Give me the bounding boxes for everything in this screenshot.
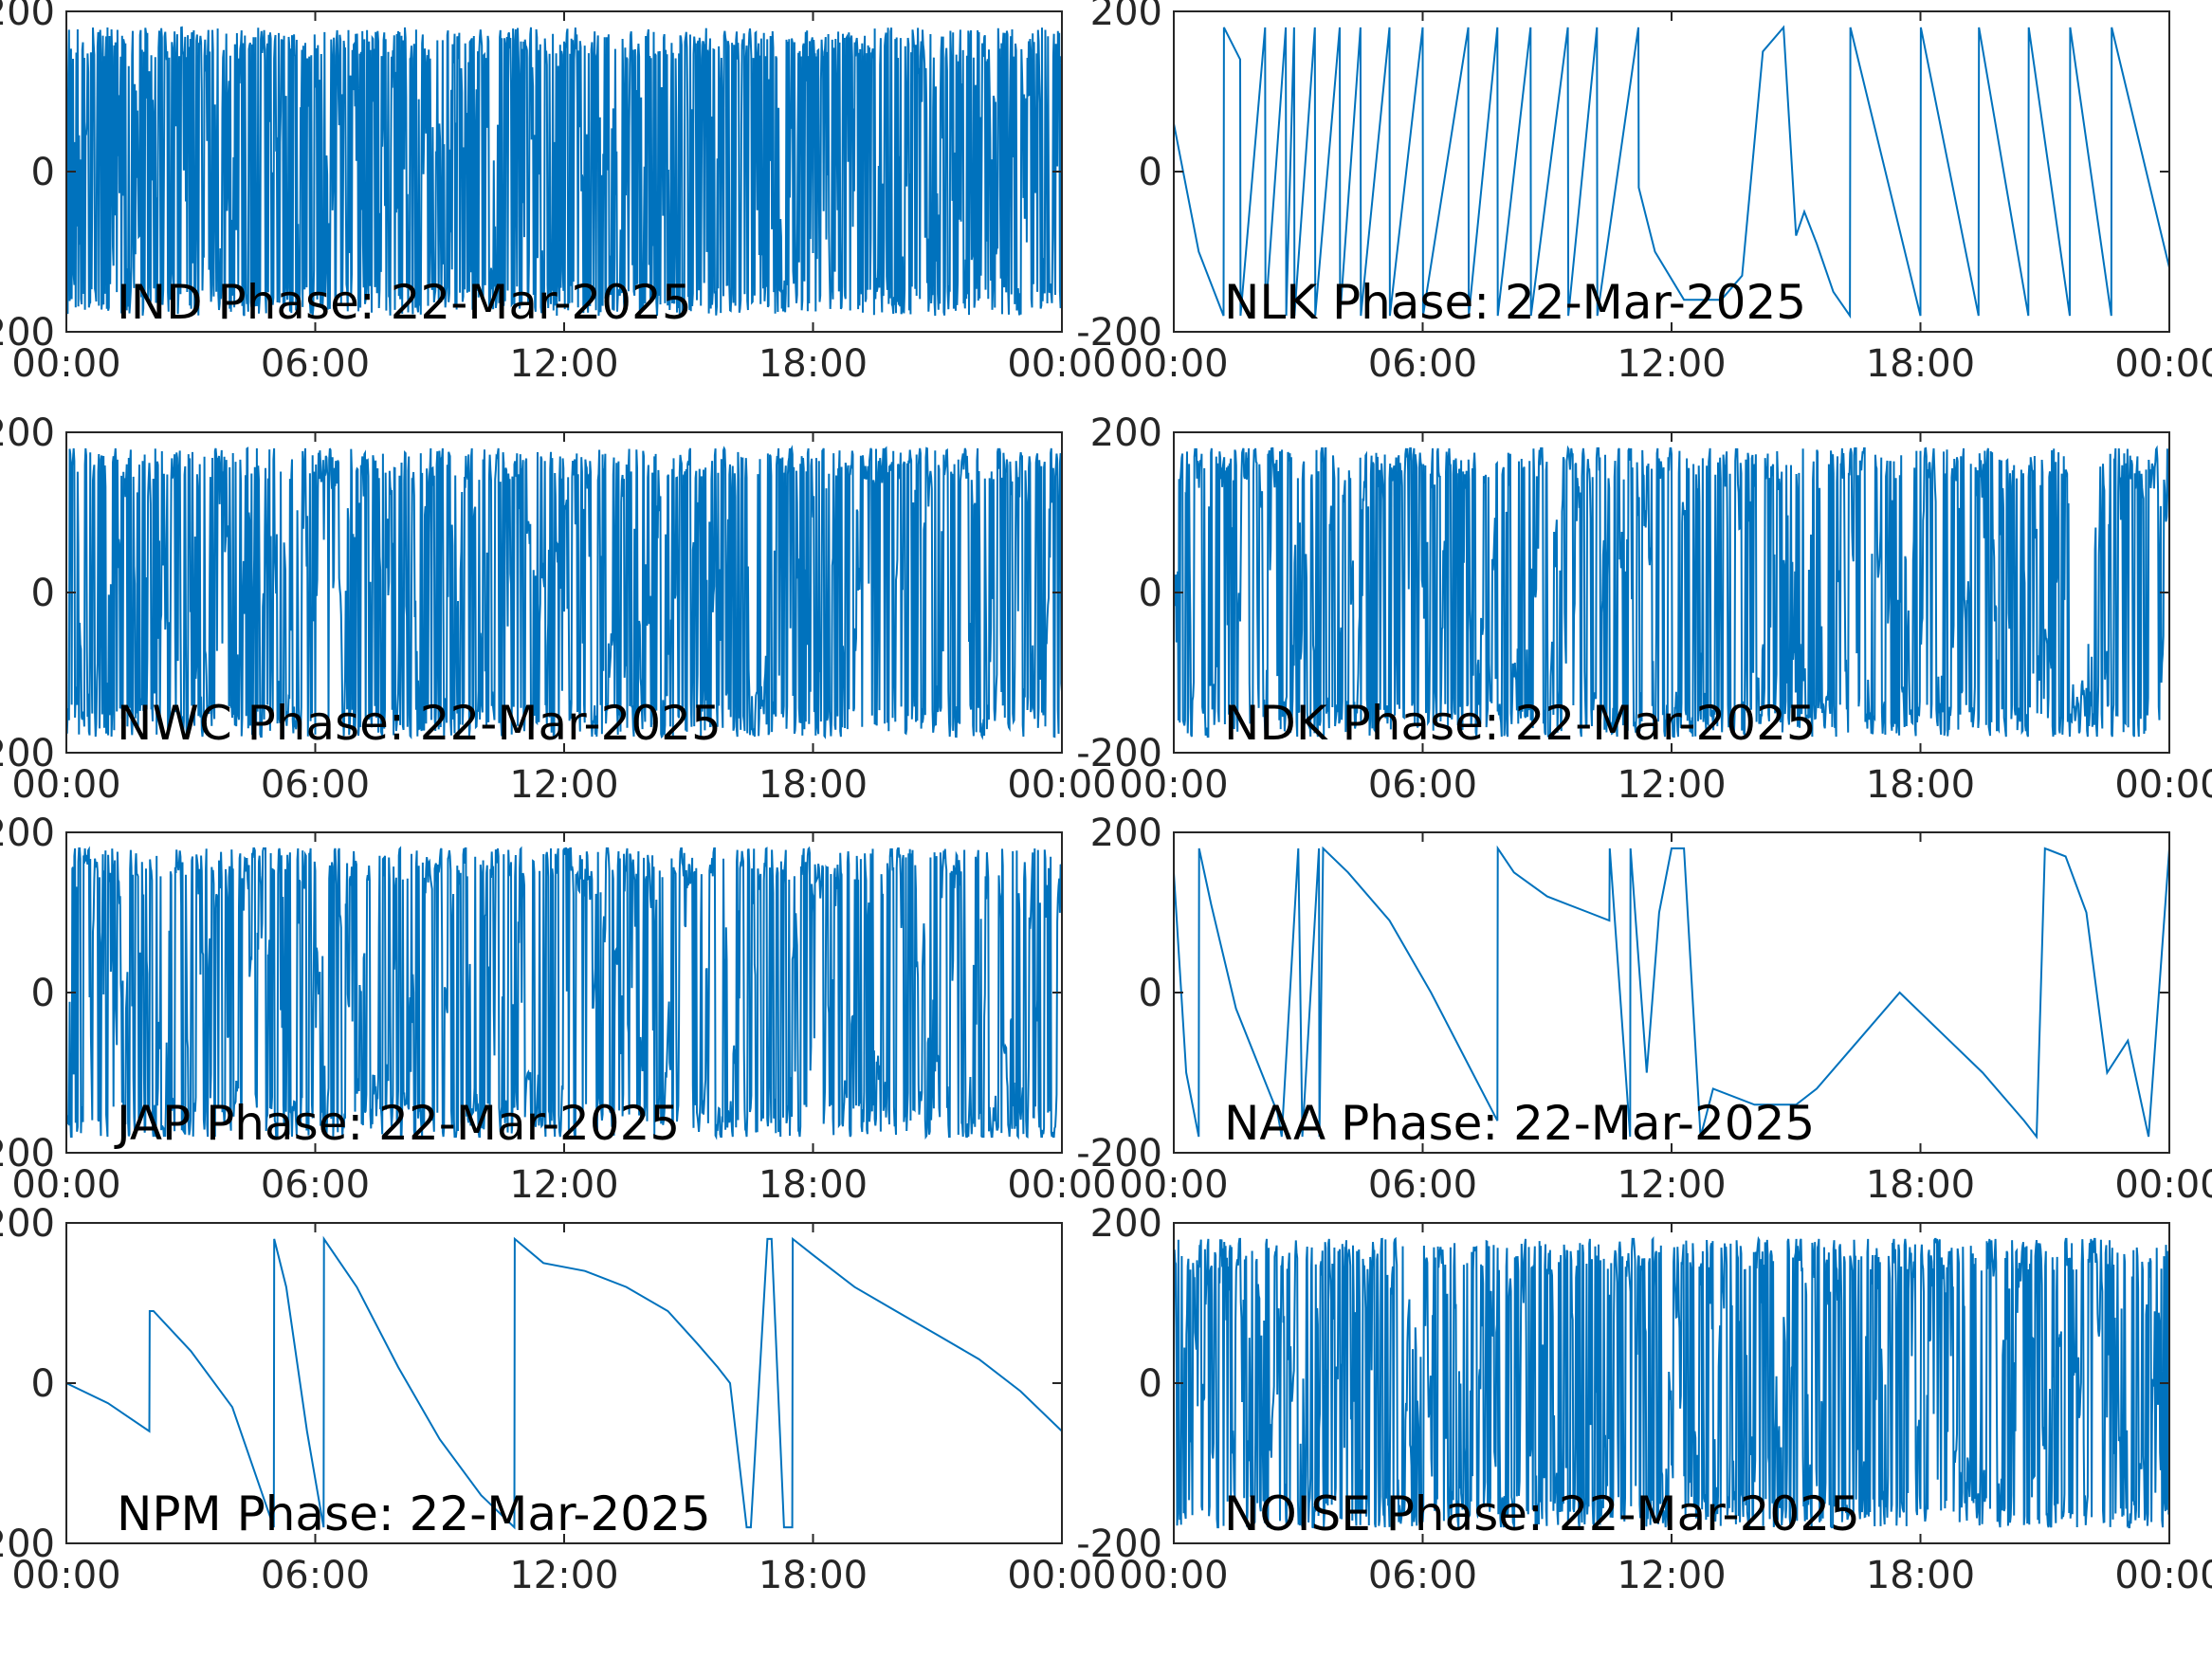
y-tick-label: -200 xyxy=(0,1132,55,1176)
x-tick-label: 12:00 xyxy=(1617,342,1726,386)
x-tick-label: 18:00 xyxy=(1866,342,1975,386)
y-tick-label: 0 xyxy=(31,1362,55,1406)
panel-title: NLK Phase: 22-Mar-2025 xyxy=(1224,275,1806,330)
series-line-ind xyxy=(66,26,1062,317)
x-tick-label: 18:00 xyxy=(759,342,868,386)
x-tick-label: 12:00 xyxy=(509,1163,618,1207)
x-tick-label: 00:00 xyxy=(2114,1554,2212,1597)
y-tick-label: 200 xyxy=(0,411,55,455)
x-tick-label: 12:00 xyxy=(509,763,618,807)
x-tick-label: 06:00 xyxy=(261,1163,370,1207)
x-tick-label: 18:00 xyxy=(1866,1163,1975,1207)
y-tick-label: 0 xyxy=(1139,151,1162,194)
x-tick-label: 00:00 xyxy=(1007,763,1116,807)
panel-title: JAP Phase: 22-Mar-2025 xyxy=(114,1096,680,1151)
x-tick-label: 00:00 xyxy=(1007,1554,1116,1597)
x-tick-label: 12:00 xyxy=(1617,1554,1726,1597)
panel-title: NDK Phase: 22-Mar-2025 xyxy=(1224,696,1817,751)
y-tick-label: 0 xyxy=(31,972,55,1015)
series-line-nlk xyxy=(1174,25,2169,319)
x-tick-label: 00:00 xyxy=(11,1554,120,1597)
y-tick-label: 200 xyxy=(1090,1202,1162,1246)
x-tick-label: 00:00 xyxy=(11,763,120,807)
y-tick-label: 200 xyxy=(1090,411,1162,455)
y-tick-label: 0 xyxy=(1139,1362,1162,1406)
x-tick-label: 06:00 xyxy=(261,763,370,807)
x-tick-label: 06:00 xyxy=(1368,1554,1477,1597)
panel-title: NOISE Phase: 22-Mar-2025 xyxy=(1224,1486,1860,1541)
y-tick-label: 0 xyxy=(31,151,55,194)
y-tick-label: 200 xyxy=(0,811,55,855)
x-tick-label: 00:00 xyxy=(1119,763,1228,807)
panel-title: NAA Phase: 22-Mar-2025 xyxy=(1224,1096,1815,1151)
x-tick-label: 00:00 xyxy=(2114,763,2212,807)
y-tick-label: 200 xyxy=(1090,0,1162,34)
y-tick-label: -200 xyxy=(0,311,55,355)
y-tick-label: -200 xyxy=(1076,1522,1162,1566)
x-tick-label: 06:00 xyxy=(1368,342,1477,386)
series-line-ndk xyxy=(1174,445,2169,738)
y-tick-label: -200 xyxy=(1076,311,1162,355)
x-tick-label: 00:00 xyxy=(1119,1554,1228,1597)
series-line-jap xyxy=(66,846,1062,1140)
x-tick-label: 06:00 xyxy=(1368,1163,1477,1207)
x-tick-label: 18:00 xyxy=(1866,763,1975,807)
y-tick-label: 200 xyxy=(0,1202,55,1246)
y-tick-label: 0 xyxy=(1139,972,1162,1015)
y-tick-label: 200 xyxy=(1090,811,1162,855)
panel-title: IND Phase: 22-Mar-2025 xyxy=(117,275,692,330)
x-tick-label: 12:00 xyxy=(1617,1163,1726,1207)
x-tick-label: 00:00 xyxy=(1119,342,1228,386)
x-tick-label: 18:00 xyxy=(759,1554,868,1597)
y-tick-label: -200 xyxy=(1076,1132,1162,1176)
series-line-npm xyxy=(66,1235,1062,1530)
y-tick-label: 0 xyxy=(1139,572,1162,615)
y-tick-label: -200 xyxy=(1076,732,1162,775)
y-tick-label: -200 xyxy=(0,1522,55,1566)
x-tick-label: 18:00 xyxy=(1866,1554,1975,1597)
x-tick-label: 00:00 xyxy=(2114,342,2212,386)
x-tick-label: 00:00 xyxy=(1119,1163,1228,1207)
x-tick-label: 00:00 xyxy=(11,1163,120,1207)
y-tick-label: 200 xyxy=(0,0,55,34)
series-line-nwc xyxy=(66,445,1062,740)
x-tick-label: 06:00 xyxy=(1368,763,1477,807)
series-line-noise xyxy=(1174,1235,2169,1529)
x-tick-label: 18:00 xyxy=(759,1163,868,1207)
series-line-naa xyxy=(1174,845,2169,1139)
x-tick-label: 06:00 xyxy=(261,342,370,386)
panel-title: NPM Phase: 22-Mar-2025 xyxy=(117,1486,711,1541)
y-tick-label: 0 xyxy=(31,572,55,615)
x-tick-label: 18:00 xyxy=(759,763,868,807)
x-tick-label: 12:00 xyxy=(509,342,618,386)
x-tick-label: 12:00 xyxy=(509,1554,618,1597)
x-tick-label: 06:00 xyxy=(261,1554,370,1597)
x-tick-label: 00:00 xyxy=(11,342,120,386)
y-tick-label: -200 xyxy=(0,732,55,775)
x-tick-label: 00:00 xyxy=(1007,1163,1116,1207)
x-tick-label: 00:00 xyxy=(1007,342,1116,386)
x-tick-label: 00:00 xyxy=(2114,1163,2212,1207)
panel-title: NWC Phase: 22-Mar-2025 xyxy=(117,696,722,751)
x-tick-label: 12:00 xyxy=(1617,763,1726,807)
